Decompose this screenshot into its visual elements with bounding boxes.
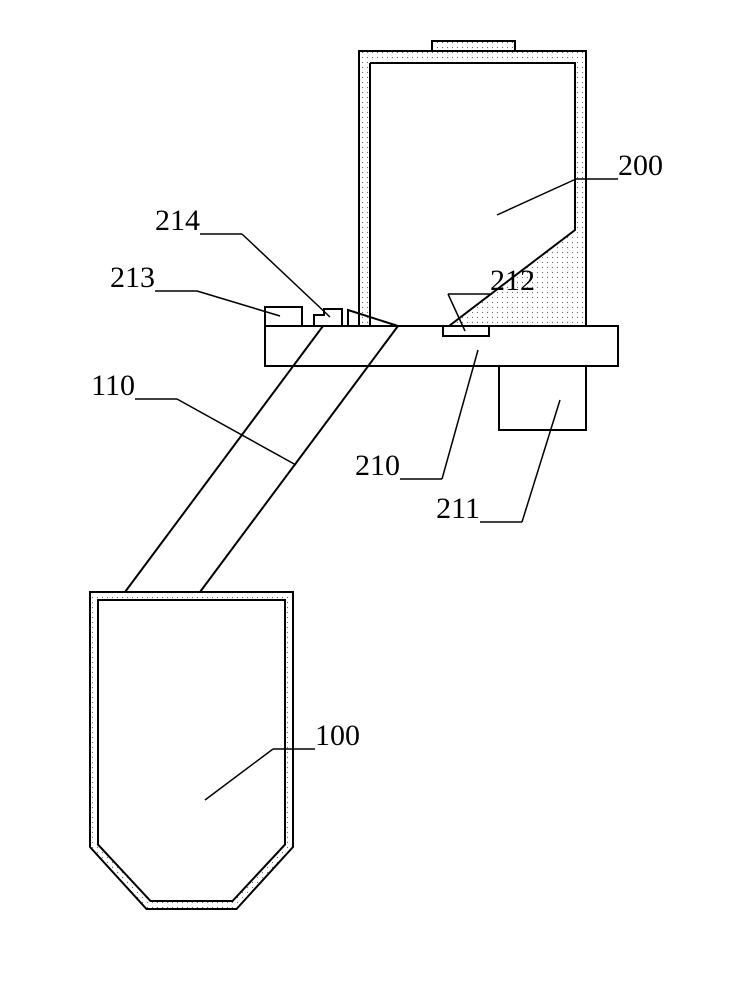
label-200: 200 bbox=[618, 149, 663, 182]
label-211: 211 bbox=[436, 492, 480, 525]
label-213: 213 bbox=[110, 261, 155, 294]
label-100: 100 bbox=[315, 719, 360, 752]
label-214: 214 bbox=[155, 204, 200, 237]
label-212: 212 bbox=[490, 264, 535, 297]
label-110: 110 bbox=[91, 369, 135, 402]
label-210: 210 bbox=[355, 449, 400, 482]
